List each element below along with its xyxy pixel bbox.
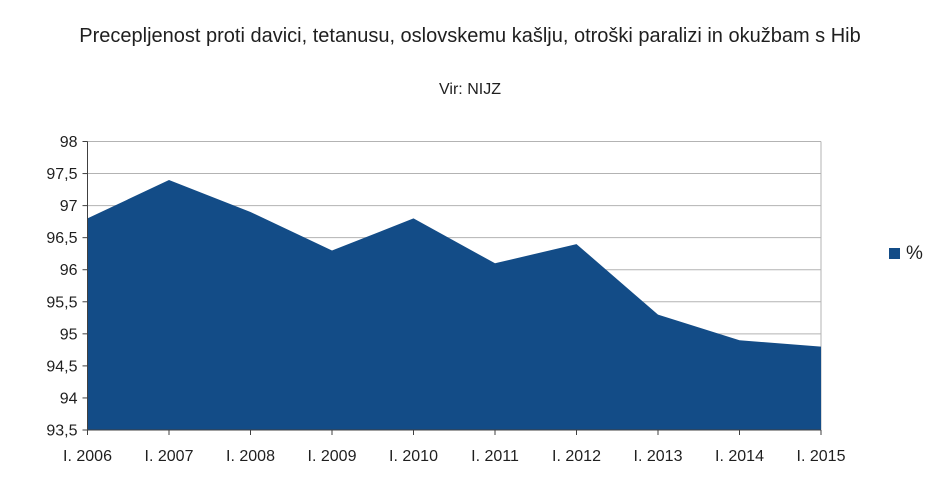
legend-swatch-icon <box>889 248 900 259</box>
legend: % <box>889 244 923 263</box>
chart-subtitle: Vir: NIJZ <box>439 81 501 98</box>
x-axis-label: I. 2014 <box>715 448 764 465</box>
x-axis-label: I. 2010 <box>389 448 438 465</box>
x-axis-label: I. 2008 <box>226 448 275 465</box>
y-axis-label: 94,5 <box>46 358 77 375</box>
legend-label: % <box>906 243 923 264</box>
x-axis-label: I. 2015 <box>797 448 846 465</box>
x-axis-label: I. 2012 <box>552 448 601 465</box>
x-axis-label: I. 2009 <box>308 448 357 465</box>
y-axis-label: 98 <box>60 134 78 151</box>
x-axis-label: I. 2006 <box>63 448 112 465</box>
x-axis-label: I. 2011 <box>471 448 519 465</box>
y-axis-label: 95 <box>60 326 78 343</box>
y-axis-label: 96 <box>60 262 78 279</box>
y-axis-label: 96,5 <box>46 230 77 247</box>
y-axis-label: 94 <box>60 390 78 407</box>
y-axis-label: 97,5 <box>46 166 77 183</box>
area-series <box>87 179 821 430</box>
y-axis-label: 95,5 <box>46 294 77 311</box>
y-axis-label: 97 <box>60 198 78 215</box>
x-axis-label: I. 2007 <box>145 448 194 465</box>
x-axis-label: I. 2013 <box>634 448 683 465</box>
y-axis-label: 93,5 <box>46 423 77 440</box>
chart-title: Precepljenost proti davici, tetanusu, os… <box>79 25 861 47</box>
